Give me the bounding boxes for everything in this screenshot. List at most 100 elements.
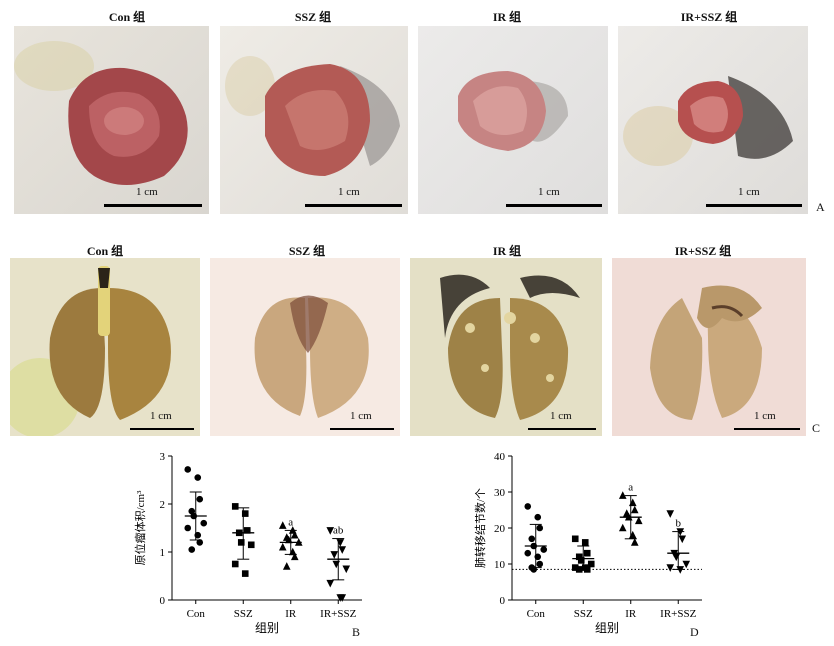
data-point	[243, 527, 251, 534]
data-point	[332, 560, 341, 569]
scale-bar	[330, 428, 394, 430]
row-c-label-ssz: SSZ 组	[288, 244, 326, 258]
data-point	[338, 546, 347, 554]
x-tick-label: IR+SSZ	[320, 608, 356, 620]
data-point	[628, 498, 637, 507]
row-c-label-ir: IR 组	[492, 244, 522, 258]
scale-bar	[305, 204, 402, 207]
data-point	[676, 528, 685, 536]
scale-label: 1 cm	[150, 410, 172, 422]
y-tick-label: 20	[494, 523, 506, 535]
data-point	[581, 539, 589, 546]
y-axis-label: 原位瘤体积/cm³	[133, 490, 147, 565]
tumor-drawing-ssz	[225, 56, 400, 176]
data-point	[196, 539, 204, 546]
data-point	[194, 474, 202, 481]
scale-label: 1 cm	[136, 186, 158, 198]
data-point	[336, 539, 345, 547]
data-point	[536, 524, 544, 532]
y-tick-label: 1	[160, 547, 166, 559]
data-point	[628, 530, 637, 539]
tumor-photo-con: 1 cm	[14, 26, 209, 214]
scale-bar	[734, 428, 800, 430]
data-point	[326, 527, 335, 535]
lung-photo-ir: 1 cm	[410, 258, 602, 436]
data-point	[290, 552, 299, 561]
scale-label: 1 cm	[550, 410, 572, 422]
scale-label: 1 cm	[350, 410, 372, 422]
x-tick-label: SSZ	[234, 608, 253, 620]
data-point	[524, 503, 532, 510]
lung-photo-ir-ssz: 1 cm	[612, 258, 806, 436]
data-point	[534, 513, 542, 521]
y-tick-label: 0	[160, 595, 166, 607]
x-axis-label: 组别	[595, 621, 619, 635]
scale-bar	[528, 428, 596, 430]
lung-drawing-con	[10, 266, 171, 436]
data-point	[330, 551, 339, 559]
tumor-photo-ir: 1 cm	[418, 26, 608, 214]
panel-letter-b: B	[352, 625, 361, 639]
data-point	[666, 510, 675, 518]
data-point	[571, 564, 579, 571]
lung-photo-con: 1 cm	[10, 258, 200, 436]
data-point	[282, 562, 291, 570]
row-a-label-ssz: SSZ 组	[294, 10, 332, 24]
scale-label: 1 cm	[754, 410, 776, 422]
scale-bar	[706, 204, 802, 207]
tumor-drawing-con	[14, 41, 188, 185]
data-point	[524, 549, 532, 557]
row-c-label-con: Con 组	[86, 244, 124, 258]
data-point	[231, 503, 239, 510]
x-tick-label: IR	[625, 608, 637, 620]
row-a-label-ir-ssz: IR+SSZ 组	[680, 10, 738, 24]
scale-bar	[130, 428, 194, 430]
x-tick-label: IR	[285, 608, 297, 620]
data-point	[342, 565, 351, 574]
data-point	[682, 560, 691, 569]
x-axis-label: 组别	[255, 621, 279, 635]
data-point	[634, 516, 643, 525]
significance-label: b	[676, 518, 682, 530]
scale-bar	[104, 204, 202, 207]
data-point	[666, 564, 675, 572]
scale-label: 1 cm	[738, 186, 760, 198]
x-tick-label: SSZ	[574, 608, 593, 620]
data-point	[196, 495, 204, 503]
data-point	[678, 535, 687, 544]
data-point	[338, 594, 347, 602]
y-tick-label: 3	[160, 451, 166, 463]
y-tick-label: 10	[494, 559, 506, 571]
scale-label: 1 cm	[538, 186, 560, 198]
lung-drawing-ir	[440, 274, 580, 420]
x-tick-label: Con	[527, 608, 546, 620]
significance-label: a	[288, 516, 293, 528]
y-tick-label: 0	[500, 595, 506, 607]
y-tick-label: 30	[494, 487, 506, 499]
data-point	[571, 535, 579, 543]
data-point	[630, 538, 639, 546]
data-point	[536, 560, 544, 568]
y-axis-label: 肺转移结节数/个	[473, 488, 487, 568]
data-point	[630, 505, 639, 514]
data-point	[237, 539, 245, 546]
data-point	[247, 541, 255, 549]
data-point	[290, 530, 299, 539]
data-point	[528, 535, 536, 543]
data-point	[676, 566, 685, 574]
data-point	[575, 553, 583, 561]
data-point	[241, 510, 249, 517]
scale-label: 1 cm	[338, 186, 360, 198]
x-tick-label: IR+SSZ	[660, 608, 696, 620]
data-point	[241, 570, 249, 577]
data-point	[587, 560, 595, 568]
data-point	[184, 524, 192, 532]
y-tick-label: 40	[494, 451, 506, 463]
row-a-label-ir: IR 组	[492, 10, 522, 24]
lung-drawing-ir-ssz	[650, 285, 762, 420]
data-point	[326, 579, 335, 588]
data-point	[672, 553, 681, 562]
significance-label: a	[628, 482, 633, 494]
data-point	[540, 546, 548, 553]
data-point	[618, 491, 627, 499]
